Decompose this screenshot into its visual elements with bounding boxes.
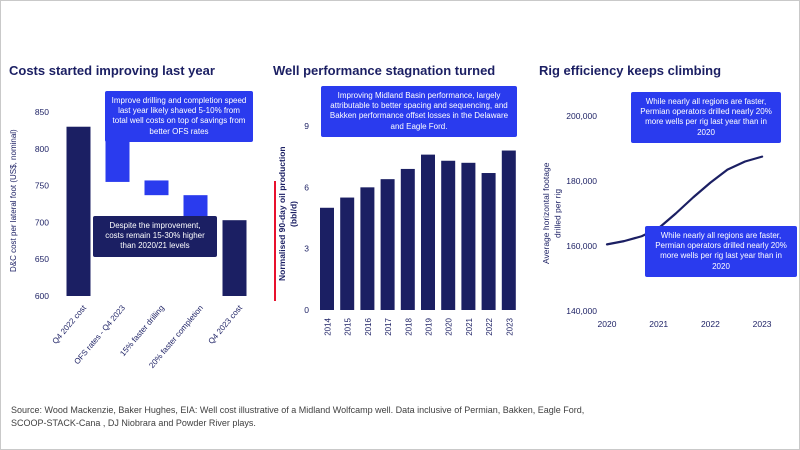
well-performance-chart-area: 9 6 3 0 2014 2015 2016 2017 2018 2019 2020 2021 2022… [273, 86, 525, 388]
production-bar [501, 150, 516, 310]
x-tick-label: 2021 [649, 319, 668, 329]
x-tick-label: 2023 [753, 319, 772, 329]
annotation-drilling-speed: Improve drilling and completion speed la… [105, 91, 253, 142]
annotation-costs-remain-higher: Despite the improvement, costs remain 15… [93, 216, 217, 257]
y-tick-label: 650 [35, 254, 49, 264]
x-year-label: 2015 [344, 317, 353, 335]
production-bar [340, 197, 355, 310]
x-year-label: 2021 [465, 317, 474, 335]
charts-row: Costs started improving last year 850 800… [9, 63, 799, 388]
y-tick-label: 3 [304, 244, 309, 254]
y-tick-label: 140,000 [566, 306, 597, 316]
production-bar [461, 162, 476, 310]
production-bar [380, 179, 395, 310]
annotation-permian-bottom: While nearly all regions are faster, Per… [645, 226, 797, 277]
y-tick-label: 600 [35, 291, 49, 301]
source-line-2: SCOOP-STACK-Cana , DJ Niobrara and Powde… [11, 417, 256, 428]
x-year-label: 2022 [485, 317, 494, 335]
y-tick-label: 0 [304, 305, 309, 315]
waterfall-bar [222, 220, 247, 296]
y-axis-unit-text: (bbl/d) [288, 201, 299, 227]
panel-costs: Costs started improving last year 850 800… [9, 63, 259, 388]
annotation-midland-basin: Improving Midland Basin performance, lar… [321, 86, 517, 137]
y-axis-label-text: D&C cost per lateral foot (US$, nominal) [9, 129, 18, 273]
production-bar [421, 154, 435, 310]
rig-efficiency-line [605, 155, 764, 246]
production-bar [320, 207, 334, 310]
chart-title-rig-efficiency: Rig efficiency keeps climbing [539, 63, 722, 78]
panel-well-performance: Well performance stagnation turned 9 6 3 0 2… [273, 63, 525, 388]
spellcheck-underline [274, 181, 276, 301]
production-bar [360, 187, 375, 310]
y-axis-label-text: Average horizontal footage [541, 162, 551, 265]
rig-efficiency-chart-area: 200,000 180,000 160,000 140,000 2020 2021 2022… [539, 86, 799, 388]
y-tick-label: 180,000 [566, 176, 597, 186]
y-axis-label-rig: Average horizontal footage drilled per r… [541, 111, 564, 316]
y-tick-label: 750 [35, 181, 49, 191]
source-line-1: Source: Wood Mackenzie, Baker Hughes, EI… [11, 405, 585, 415]
y-tick-label: 700 [35, 217, 49, 227]
y-axis-unit-text: drilled per rig [552, 188, 563, 239]
x-year-label: 2017 [384, 317, 393, 335]
well-performance-bar-chart: 9 6 3 0 2014 2015 2016 2017 2018 2019 2020 2021 2022… [304, 121, 516, 336]
production-bar [441, 160, 456, 310]
annotation-permian-top: While nearly all regions are faster, Per… [631, 92, 781, 143]
chart-title-costs: Costs started improving last year [9, 63, 215, 78]
y-axis-label-text: Normalised 90-day oil production [277, 146, 287, 282]
costs-chart-area: 850 800 750 700 650 600 Q4 2022 cost OFS rates … [9, 86, 259, 388]
y-tick-label: 160,000 [566, 241, 597, 251]
production-bar [481, 173, 496, 310]
x-tick-label: 2022 [701, 319, 720, 329]
y-tick-label: 200,000 [566, 111, 597, 121]
x-year-label: 2023 [505, 317, 514, 335]
y-axis-label-well: Normalised 90-day oil production (bbl/d) [277, 114, 300, 314]
x-category-label: Q4 2023 cost [207, 303, 245, 346]
y-tick-label: 800 [35, 144, 49, 154]
y-tick-label: 6 [304, 182, 309, 192]
x-tick-label: 2020 [598, 319, 617, 329]
waterfall-bar [66, 126, 91, 296]
y-tick-label: 9 [304, 121, 309, 131]
waterfall-bar [183, 195, 208, 219]
x-category-label: Q4 2022 cost [51, 303, 89, 346]
chart-title-well-performance: Well performance stagnation turned [273, 63, 496, 78]
panel-rig-efficiency: Rig efficiency keeps climbing 200,000 180… [539, 63, 799, 388]
x-year-label: 2016 [364, 317, 373, 335]
x-year-label: 2014 [324, 317, 333, 335]
x-year-label: 2020 [445, 317, 454, 335]
y-axis-label-costs: D&C cost per lateral foot (US$, nominal) [9, 116, 20, 286]
x-year-label: 2018 [404, 317, 413, 335]
source-note: Source: Wood Mackenzie, Baker Hughes, EI… [11, 404, 584, 429]
y-tick-label: 850 [35, 107, 49, 117]
x-year-label: 2019 [425, 317, 434, 335]
production-bar [400, 168, 415, 310]
waterfall-bar [144, 180, 169, 196]
